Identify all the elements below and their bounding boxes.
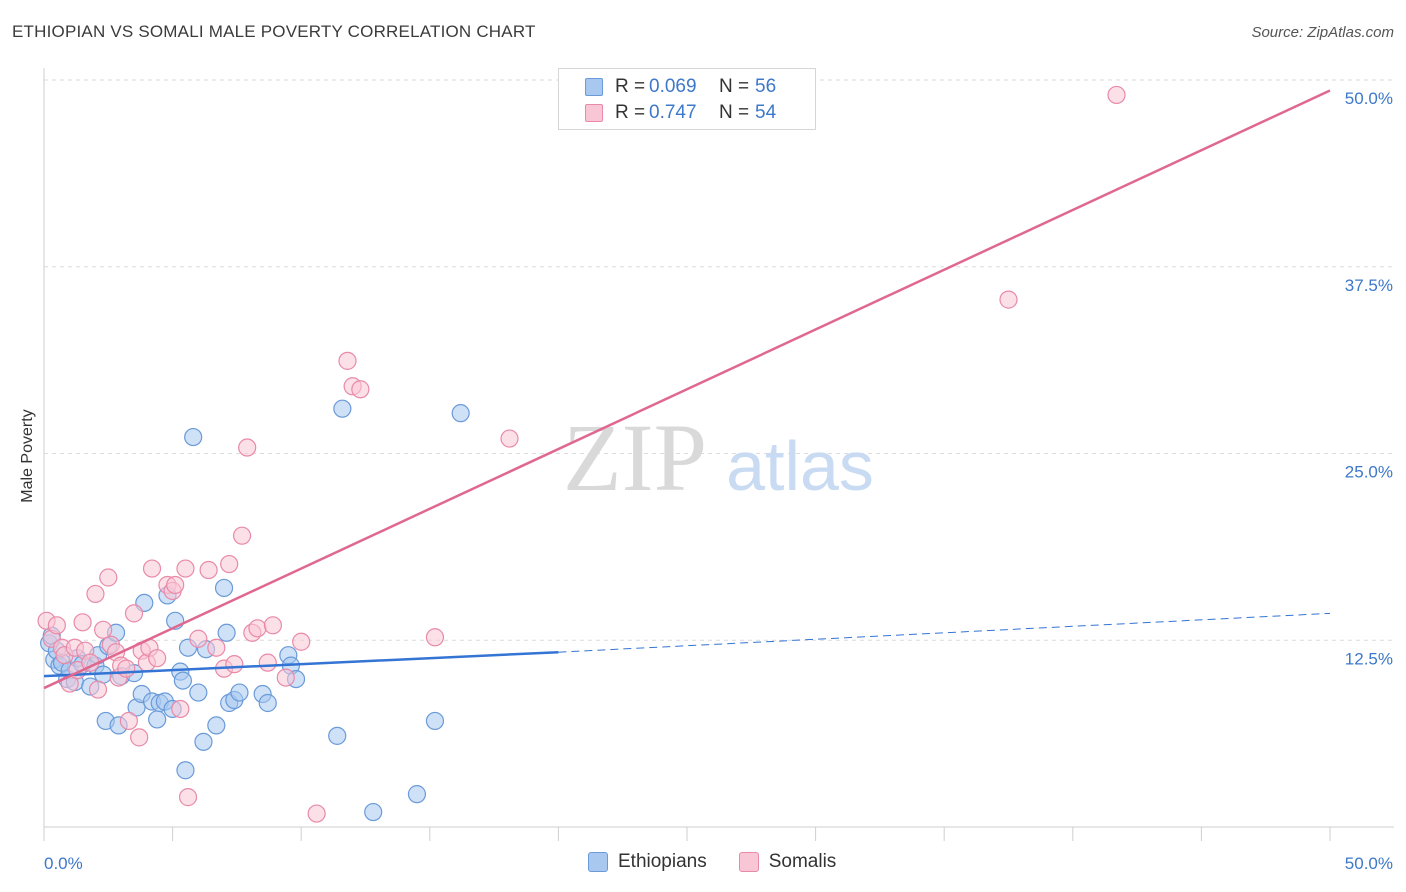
somali-point: [199, 560, 218, 580]
x-tick-label: 0.0%: [44, 854, 83, 873]
ethiopians-points: [40, 399, 470, 822]
somali-point: [99, 568, 118, 587]
r-label: R =: [615, 102, 646, 123]
ethiopian-point: [173, 671, 192, 690]
y-tick-label: 50.0%: [1345, 89, 1393, 108]
series-legend: Ethiopians Somalis: [588, 851, 868, 873]
somali-point: [999, 290, 1018, 309]
somali-point: [207, 638, 226, 657]
y-tick-label: 25.0%: [1345, 463, 1393, 482]
somali-point: [276, 668, 295, 687]
somali-point: [189, 629, 208, 648]
somali-point: [86, 584, 105, 604]
ethiopian-point: [451, 404, 470, 423]
legend-swatch-somalis: [585, 104, 603, 122]
somali-point: [130, 728, 149, 747]
somali-point: [73, 613, 92, 632]
somali-point: [176, 559, 195, 578]
ethiopian-point: [328, 726, 347, 745]
somali-point: [148, 649, 167, 668]
n-value: 56: [755, 76, 777, 97]
ethiopian-point: [258, 693, 277, 713]
somali-point: [88, 680, 108, 699]
ethiopian-point: [364, 802, 383, 822]
axes: [43, 68, 1394, 841]
somali-point: [500, 429, 519, 448]
watermark-atlas: atlas: [726, 427, 874, 505]
legend-item-ethiopians[interactable]: Ethiopians: [588, 851, 707, 873]
somali-point: [119, 711, 138, 731]
trend-lines: [43, 89, 1331, 690]
ethiopian-point: [333, 399, 352, 418]
n-label: N =: [719, 102, 750, 123]
legend-row-somalis: R = 0.747 N = 54: [585, 101, 776, 125]
ethiopian-point: [148, 710, 167, 729]
somali-point: [117, 659, 136, 678]
tick-labels: 12.5% 25.0% 37.5% 50.0% 0.0% 50.0%: [44, 89, 1393, 873]
somali-point: [258, 653, 277, 672]
somali-point: [263, 616, 283, 635]
somali-point: [425, 628, 445, 647]
somali-point: [225, 655, 244, 674]
ethiopian-point: [207, 716, 226, 735]
n-label: N =: [719, 76, 750, 97]
ethiopians-trend-extension: [558, 612, 1331, 653]
r-value: 0.069: [649, 76, 697, 97]
ethiopian-point: [425, 711, 445, 731]
correlation-legend: R = 0.069 N = 56 R = 0.747 N = 54: [558, 68, 816, 130]
legend-swatch-somalis: [738, 852, 759, 872]
x-tick-label: 50.0%: [1345, 854, 1393, 873]
somali-point: [124, 604, 144, 623]
watermark-zip: ZIP: [563, 404, 707, 511]
somali-point: [94, 620, 113, 639]
somali-point: [166, 575, 185, 595]
legend-item-somalis[interactable]: Somalis: [738, 851, 837, 873]
somalis-points: [37, 85, 1126, 823]
ethiopian-point: [194, 732, 213, 751]
r-label: R =: [615, 76, 646, 97]
n-value: 54: [755, 102, 777, 123]
legend-swatch-ethiopians: [585, 78, 603, 96]
ethiopians-trend-line: [43, 650, 559, 678]
ethiopian-point: [189, 683, 208, 702]
somali-point: [142, 559, 162, 578]
somali-point: [1107, 85, 1126, 105]
y-tick-label: 37.5%: [1345, 276, 1393, 295]
source-label: Source: ZipAtlas.com: [1251, 24, 1394, 41]
somali-point: [307, 804, 326, 823]
ethiopian-point: [217, 623, 236, 642]
legend-label-somalis: Somalis: [768, 851, 837, 872]
legend-swatch-ethiopians: [588, 852, 608, 872]
somali-point: [232, 526, 252, 545]
chart-title: ETHIOPIAN VS SOMALI MALE POVERTY CORRELA…: [12, 22, 536, 41]
ethiopian-point: [176, 761, 195, 780]
grid: [44, 79, 1394, 641]
somali-point: [171, 699, 190, 719]
ethiopian-point: [184, 427, 203, 447]
ethiopian-point: [230, 683, 249, 702]
somali-point: [220, 554, 239, 574]
somalis-trend-line: [43, 89, 1331, 690]
somali-point: [338, 351, 357, 370]
legend-label-ethiopians: Ethiopians: [618, 851, 707, 872]
watermark: ZIP atlas: [563, 404, 874, 511]
somali-point: [292, 632, 311, 651]
somali-point: [178, 788, 198, 807]
somali-point: [238, 438, 257, 457]
r-value: 0.747: [649, 102, 697, 123]
ethiopian-point: [214, 578, 234, 598]
ethiopian-point: [407, 785, 427, 804]
somali-point: [248, 619, 267, 638]
legend-row-ethiopians: R = 0.069 N = 56: [585, 75, 776, 99]
somali-point: [351, 380, 370, 399]
somali-point: [47, 616, 66, 635]
y-tick-label: 12.5%: [1345, 649, 1393, 668]
